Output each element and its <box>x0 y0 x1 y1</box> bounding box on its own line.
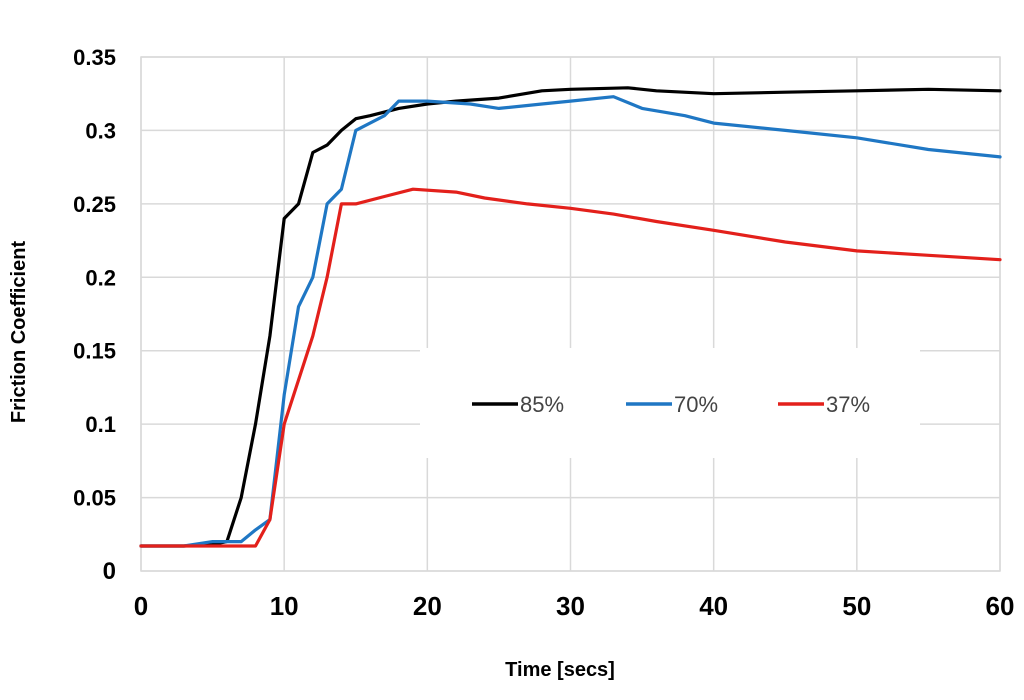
grid <box>140 56 1001 572</box>
legend-label: 37% <box>826 392 870 417</box>
series-lines <box>139 86 1002 548</box>
x-axis-title: Time [secs] <box>505 659 615 681</box>
x-tick-labels: 0 10 20 30 40 50 60 <box>134 591 1015 621</box>
y-tick-label: 0.35 <box>73 45 116 70</box>
y-tick-label: 0.25 <box>73 192 116 217</box>
y-tick-label: 0.05 <box>73 486 116 511</box>
legend-label: 70% <box>674 392 718 417</box>
y-tick-label: 0.2 <box>85 265 116 290</box>
x-tick-label: 20 <box>413 591 442 621</box>
legend: 85% 70% 37% <box>472 392 870 417</box>
y-tick-label: 0 <box>103 558 116 585</box>
y-axis-title: Friction Coefficient <box>8 241 30 424</box>
y-tick-labels: 0 0.05 0.1 0.15 0.2 0.25 0.3 0.35 <box>73 45 116 585</box>
series-line-70pct <box>139 95 1002 548</box>
x-tick-label: 10 <box>270 591 299 621</box>
x-tick-label: 60 <box>986 591 1015 621</box>
series-line-85pct <box>139 86 1002 548</box>
y-tick-label: 0.15 <box>73 339 116 364</box>
y-tick-label: 0.3 <box>85 118 116 143</box>
x-tick-label: 0 <box>134 591 148 621</box>
x-tick-label: 40 <box>699 591 728 621</box>
x-tick-label: 50 <box>842 591 871 621</box>
x-tick-label: 30 <box>556 591 585 621</box>
legend-label: 85% <box>520 392 564 417</box>
plot-frame <box>140 56 1001 572</box>
series-line-37pct <box>139 187 1002 548</box>
y-tick-label: 0.1 <box>85 412 116 437</box>
